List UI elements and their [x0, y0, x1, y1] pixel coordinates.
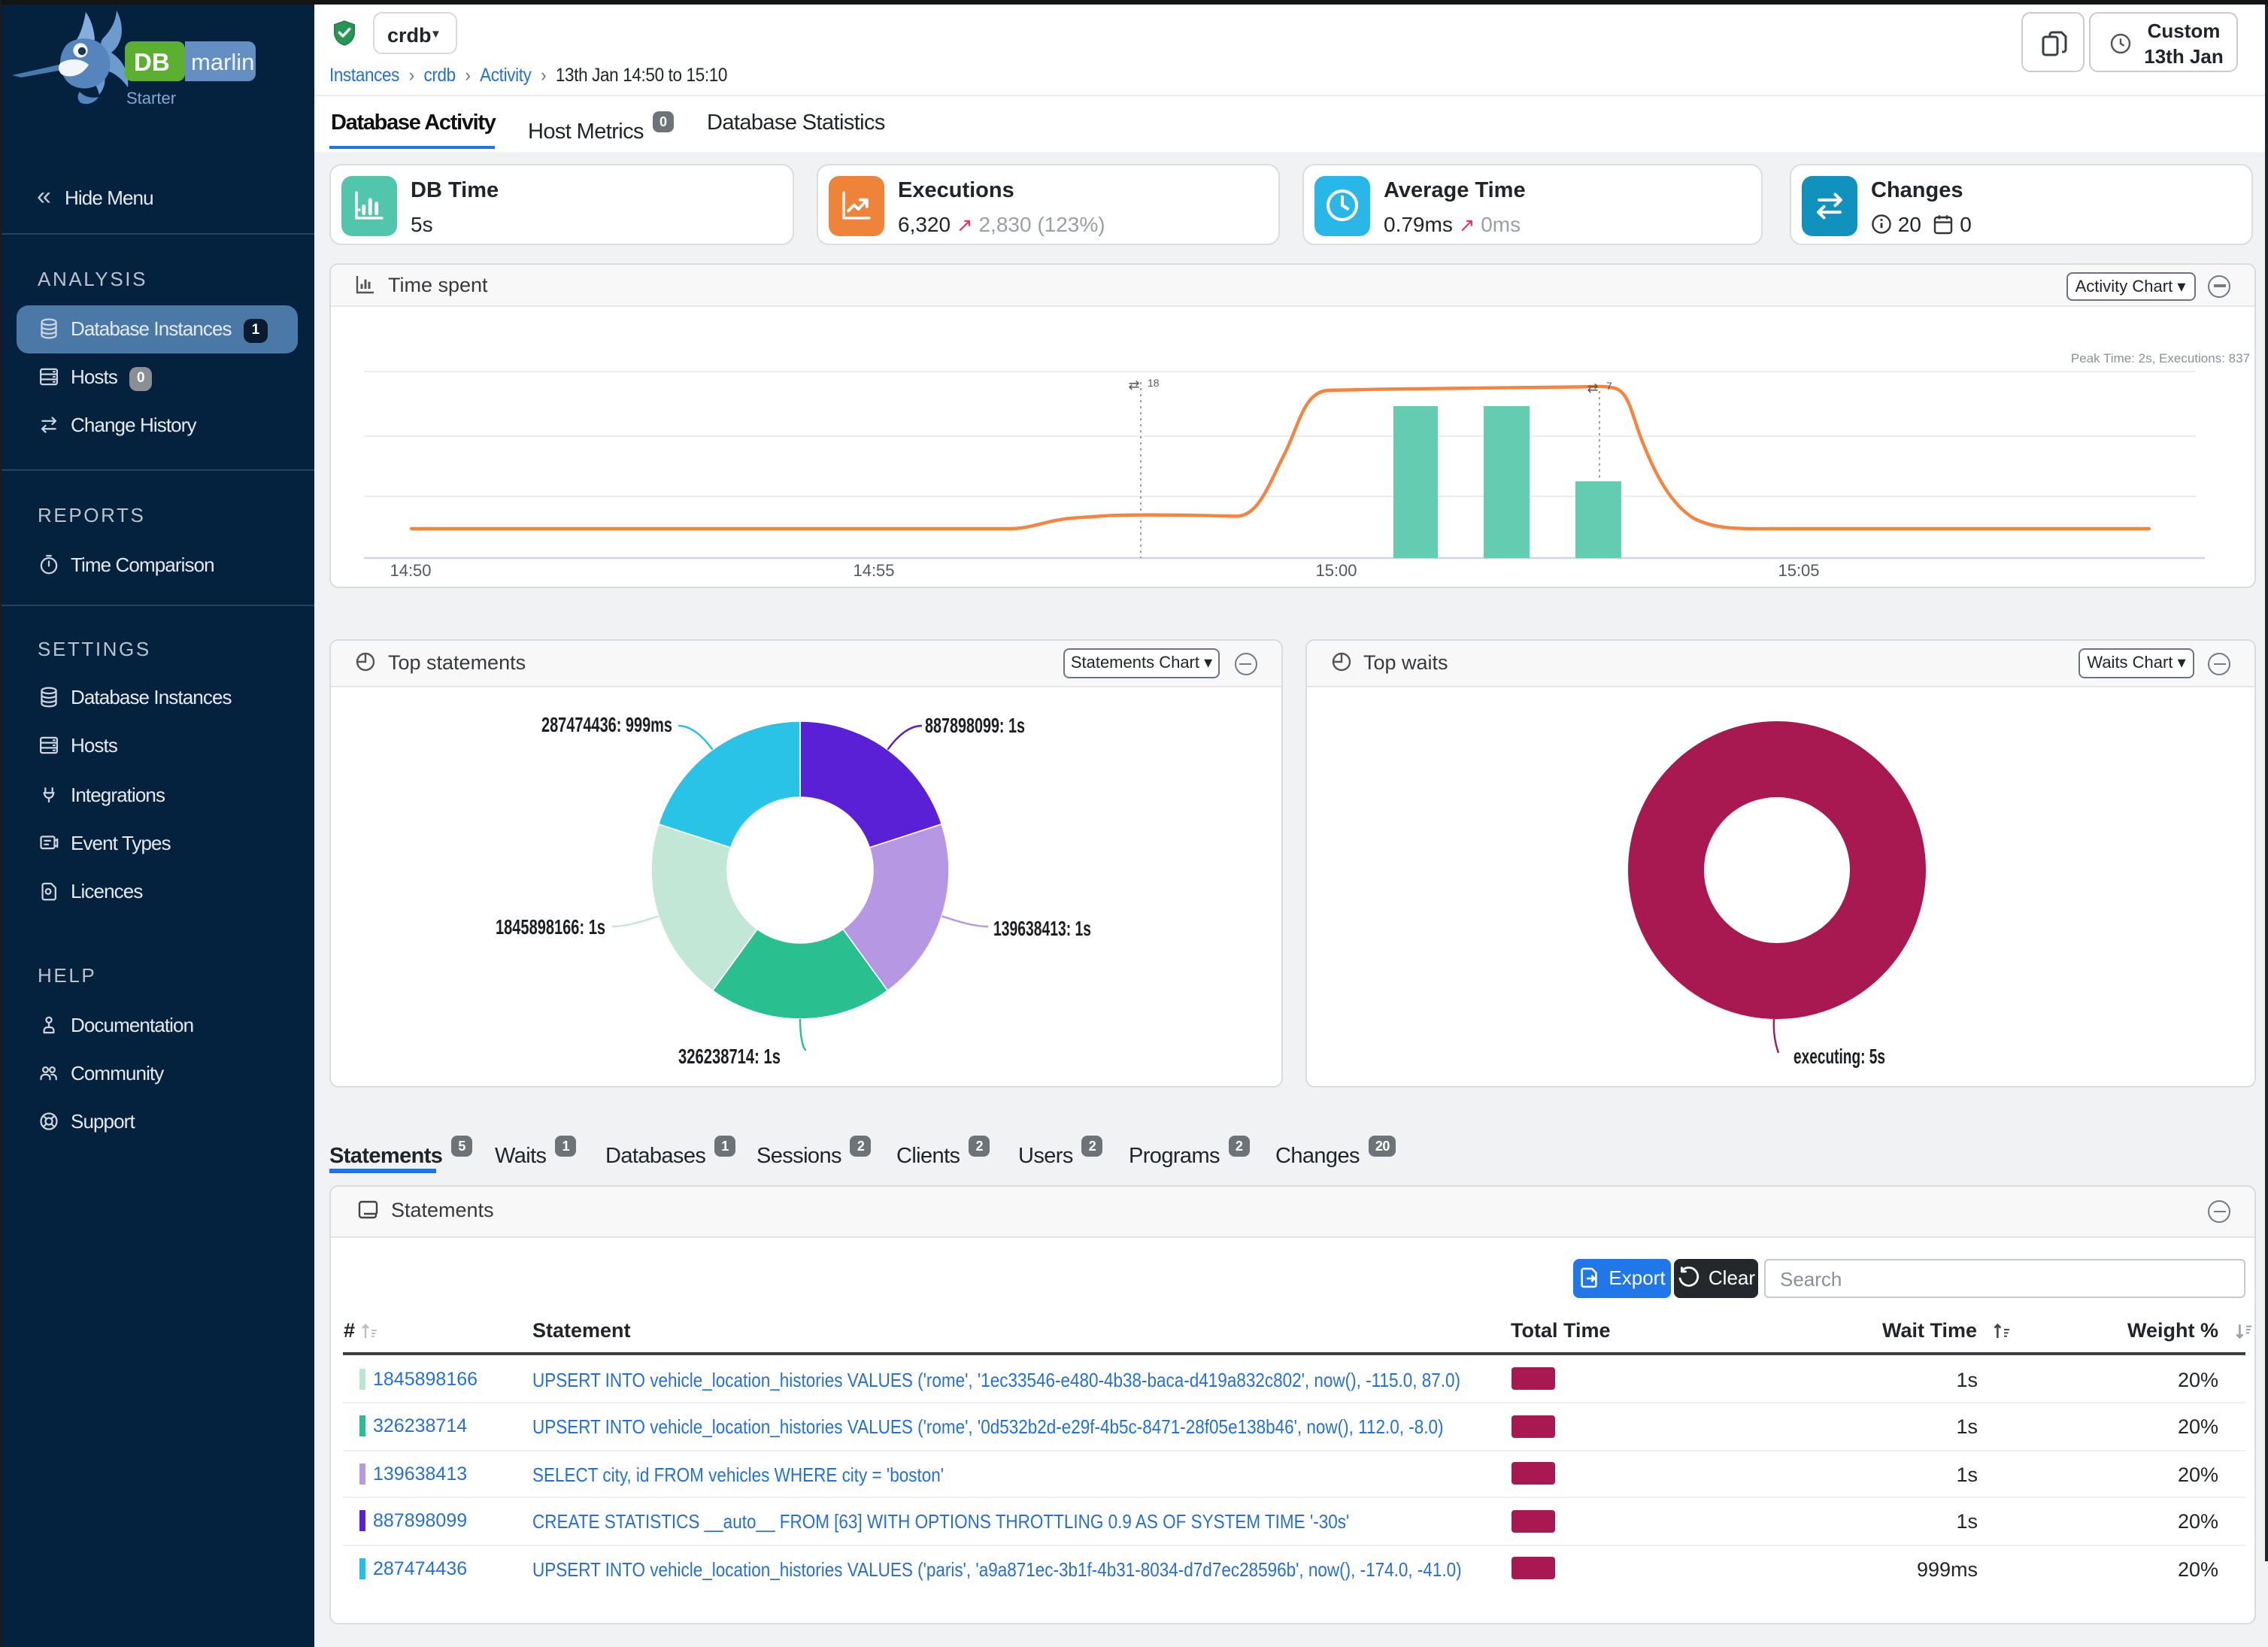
- svg-text:⇄: ⇄: [1128, 377, 1139, 392]
- svg-text:14:50: 14:50: [390, 560, 431, 579]
- svg-text:7: 7: [1606, 379, 1612, 391]
- svg-text:287474436: 999ms: 287474436: 999ms: [541, 713, 672, 736]
- svg-text:1845898166: 1s: 1845898166: 1s: [496, 915, 605, 939]
- svg-text:18: 18: [1148, 376, 1160, 388]
- svg-text:marlin: marlin: [191, 49, 254, 75]
- svg-text:14:55: 14:55: [853, 560, 894, 579]
- svg-text:326238714: 1s: 326238714: 1s: [678, 1045, 781, 1068]
- svg-text:139638413: 1s: 139638413: 1s: [993, 917, 1091, 940]
- svg-text:15:05: 15:05: [1778, 560, 1819, 579]
- svg-text:DB: DB: [134, 48, 170, 76]
- svg-text:Peak Time: 2s, Executions: 837: Peak Time: 2s, Executions: 837: [2071, 350, 2250, 365]
- svg-text:⇄: ⇄: [1587, 380, 1598, 395]
- svg-text:executing: 5s: executing: 5s: [1793, 1045, 1884, 1068]
- svg-text:15:00: 15:00: [1315, 560, 1357, 579]
- svg-text:Starter: Starter: [126, 89, 176, 108]
- svg-text:887898099: 1s: 887898099: 1s: [925, 714, 1025, 737]
